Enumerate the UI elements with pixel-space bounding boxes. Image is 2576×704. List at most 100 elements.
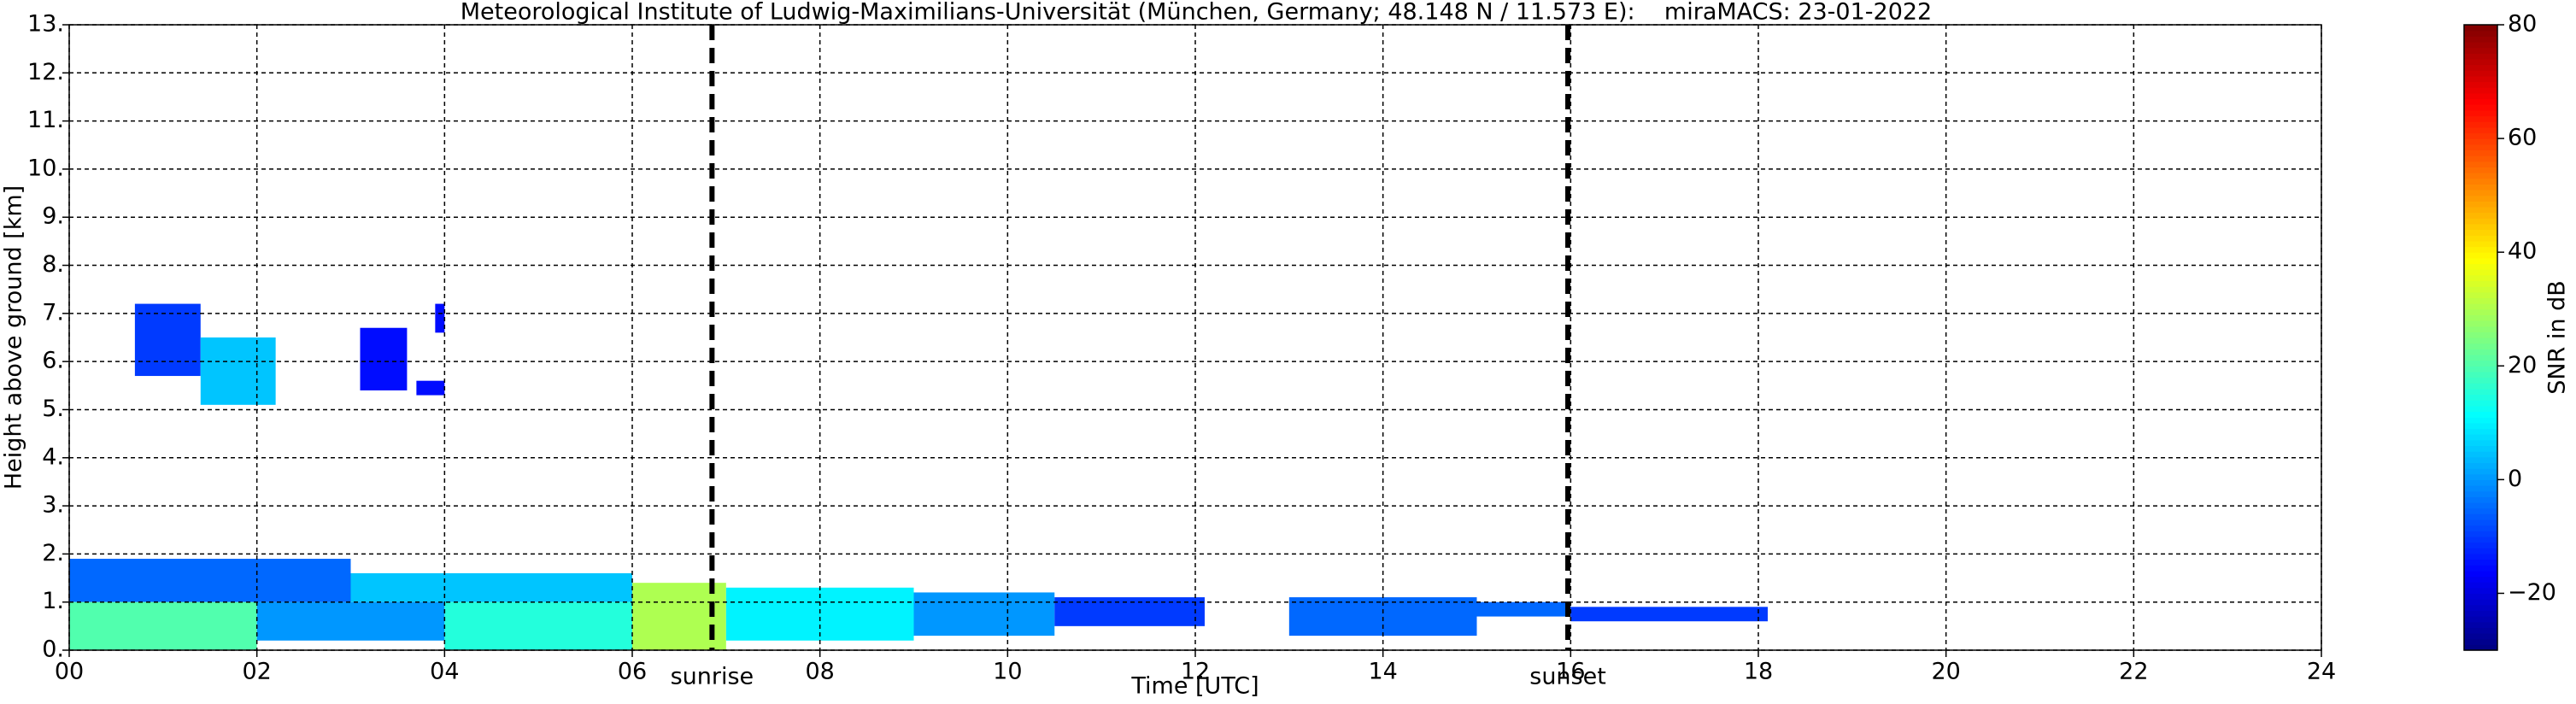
x-tick-label: 04 [430,659,459,685]
colorbar-swatch [2464,229,2497,236]
colorbar-tick-label: 40 [2508,238,2537,265]
colorbar-swatch [2464,178,2497,185]
y-tick-label: 6. [42,348,64,374]
colorbar-swatch [2464,115,2497,122]
colorbar-swatch [2464,337,2497,344]
colorbar-swatch [2464,98,2497,105]
colorbar-label: SNR in dB [2544,280,2571,395]
colorbar-swatch [2464,383,2497,390]
x-tick-label: 14 [1368,659,1397,685]
colorbar-swatch [2464,422,2497,430]
x-tick-label: 00 [55,659,84,685]
y-tick-label: 9. [42,203,64,230]
colorbar-swatch [2464,570,2497,578]
colorbar-swatch [2464,462,2497,469]
x-tick-label: 06 [618,659,647,685]
colorbar-swatch [2464,366,2497,373]
y-tick-label: 5. [42,396,64,422]
snr-cell [416,380,445,396]
x-tick-label: 16 [1556,659,1585,685]
colorbar-swatch [2464,223,2497,231]
colorbar-swatch [2464,456,2497,463]
y-tick-label: 11. [27,107,64,133]
chart-title: Meteorological Institute of Ludwig-Maxim… [461,0,1933,26]
colorbar-swatch [2464,81,2497,88]
colorbar-swatch [2464,349,2497,355]
snr-cell [69,559,351,602]
event-label: sunset [1529,664,1606,690]
x-tick-label: 08 [805,659,834,685]
colorbar-swatch [2464,331,2497,338]
colorbar-swatch [2464,240,2497,248]
colorbar-swatch [2464,525,2497,531]
colorbar-swatch [2464,144,2497,150]
colorbar-swatch [2464,417,2497,424]
x-tick-label: 12 [1181,659,1210,685]
colorbar-swatch [2464,582,2497,589]
x-axis-label: Time [UTC] [1130,673,1259,700]
colorbar-swatch [2464,246,2497,253]
colorbar-swatch [2464,468,2497,475]
colorbar-swatch [2464,64,2497,71]
colorbar-swatch [2464,519,2497,526]
colorbar-swatch [2464,308,2497,315]
colorbar-swatch [2464,138,2497,145]
colorbar-swatch [2464,633,2497,640]
colorbar-swatch [2464,235,2497,242]
colorbar-swatch [2464,132,2497,139]
snr-cell [69,601,257,650]
colorbar-swatch [2464,212,2497,219]
colorbar-swatch [2464,507,2497,514]
x-tick-label: 18 [1744,659,1773,685]
colorbar-swatch [2464,638,2497,645]
colorbar-swatch [2464,314,2497,321]
colorbar-swatch [2464,47,2497,54]
colorbar-swatch [2464,536,2497,543]
y-tick-label: 1. [42,588,64,614]
colorbar-swatch [2464,610,2497,617]
colorbar-swatch [2464,155,2497,162]
colorbar-swatch [2464,354,2497,361]
snr-cell [360,327,408,390]
colorbar-swatch [2464,121,2497,128]
colorbar-swatch [2464,377,2497,384]
colorbar-swatch [2464,400,2497,407]
colorbar-swatch [2464,201,2497,208]
colorbar-swatch [2464,269,2497,276]
snr-cell [913,592,1055,637]
x-tick-label: 20 [1931,659,1960,685]
colorbar-swatch [2464,70,2497,77]
colorbar-swatch [2464,36,2497,43]
colorbar-swatch [2464,53,2497,60]
colorbar-swatch [2464,297,2497,304]
colorbar-swatch [2464,320,2497,327]
colorbar-frame [2463,24,2498,651]
snr-cell [256,601,445,641]
y-tick-label: 4. [42,443,64,470]
colorbar-tick-label: 20 [2508,352,2537,378]
colorbar-swatch [2464,490,2497,497]
colorbar-swatch [2464,513,2497,520]
colorbar-swatch [2464,58,2497,66]
colorbar-swatch [2464,189,2497,197]
colorbar-swatch [2464,92,2497,100]
colorbar-swatch [2464,565,2497,572]
colorbar-swatch [2464,109,2497,117]
colorbar-swatch [2464,303,2497,310]
colorbar-swatch [2464,388,2497,396]
snr-cell [350,572,632,602]
colorbar-swatch [2464,87,2497,94]
colorbar-swatch [2464,621,2497,628]
colorbar-swatch [2464,604,2497,612]
y-tick-label: 7. [42,299,64,326]
colorbar-swatch [2464,41,2497,49]
y-tick-label: 12. [27,59,64,85]
colorbar-swatch [2464,434,2497,441]
colorbar-swatch [2464,274,2497,282]
colorbar-swatch [2464,553,2497,560]
x-tick-label: 10 [993,659,1022,685]
y-tick-label: 10. [27,155,64,181]
colorbar-swatch [2464,587,2497,595]
y-tick-label: 13. [27,11,64,38]
